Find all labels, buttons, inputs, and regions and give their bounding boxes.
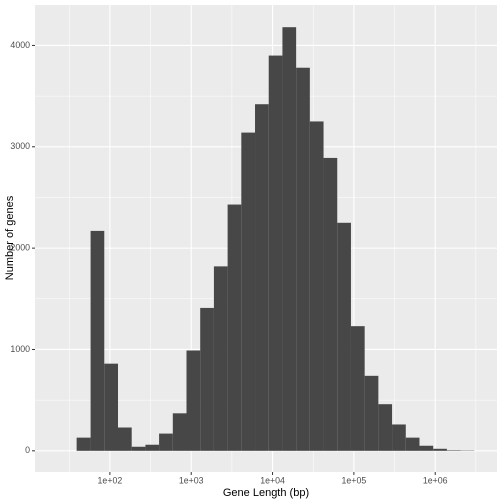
- bars: [76, 27, 475, 451]
- axes: 1e+02 1e+03 1e+04 1e+05 1e+06 0 1000 2000 3000 40…: [10, 40, 447, 486]
- bar: [378, 404, 393, 451]
- bar: [186, 350, 201, 451]
- bar: [172, 413, 187, 451]
- y-tick-label: 2000: [10, 242, 30, 252]
- bar: [323, 157, 338, 451]
- x-tick-label: 1e+04: [260, 475, 285, 485]
- bar: [392, 424, 406, 451]
- x-axis-title: Gene Length (bp): [223, 487, 309, 499]
- bar: [76, 437, 91, 451]
- bar: [241, 132, 256, 451]
- bar: [159, 433, 173, 451]
- bar: [227, 204, 242, 451]
- bar: [309, 121, 324, 451]
- bar: [282, 27, 297, 451]
- bar: [145, 444, 160, 451]
- x-tick-label: 1e+06: [423, 475, 448, 485]
- y-axis-title: Number of genes: [4, 195, 16, 280]
- y-tick-label: 1000: [10, 344, 30, 354]
- x-tick-label: 1e+05: [342, 475, 367, 485]
- bar: [419, 445, 434, 451]
- bar: [364, 375, 379, 451]
- y-tick-label: 4000: [10, 40, 30, 50]
- y-tick-label: 3000: [10, 141, 30, 151]
- bar: [90, 230, 105, 451]
- bar: [117, 427, 132, 451]
- bar: [213, 266, 228, 451]
- bar: [200, 307, 214, 451]
- bar: [350, 326, 365, 451]
- bar: [268, 55, 283, 451]
- bar: [405, 437, 420, 451]
- bar: [296, 67, 310, 451]
- bar: [104, 363, 118, 451]
- bar: [131, 446, 146, 451]
- bar: [433, 448, 447, 451]
- bar: [446, 450, 461, 451]
- x-tick-label: 1e+02: [98, 475, 123, 485]
- bar: [255, 104, 269, 451]
- y-tick-label: 0: [25, 445, 30, 455]
- bar: [337, 222, 351, 451]
- x-tick-label: 1e+03: [179, 475, 204, 485]
